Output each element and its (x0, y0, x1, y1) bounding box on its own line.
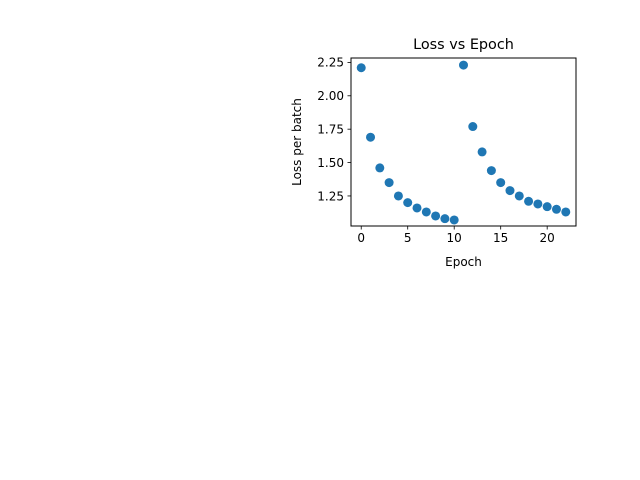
scatter-plot: 0 5 10 15 20 1.25 1.50 1.75 2.00 2.25 Loss vs Ep… (290, 37, 577, 269)
data-point (449, 215, 459, 225)
data-point (393, 191, 403, 201)
data-point (459, 60, 468, 70)
y-tick-label: 2.00 (317, 89, 344, 103)
data-point (533, 199, 543, 209)
data-point (505, 186, 515, 196)
x-tick-label: 20 (540, 231, 555, 245)
data-points (356, 60, 571, 225)
data-point (561, 207, 571, 217)
data-point (431, 211, 441, 221)
data-point (477, 147, 487, 157)
data-point (496, 178, 506, 188)
axes-frame (350, 57, 577, 227)
data-point (403, 198, 413, 208)
chart-title: Loss vs Epoch (413, 37, 514, 53)
y-tick-label: 1.25 (317, 189, 344, 203)
data-point (486, 166, 496, 176)
data-point (375, 163, 385, 173)
data-point (440, 214, 450, 224)
y-tick-label: 1.75 (317, 122, 344, 136)
x-axis-label: Epoch (445, 255, 482, 269)
x-tick-label: 10 (447, 231, 462, 245)
data-point (514, 191, 524, 201)
data-point (412, 203, 422, 213)
y-tick-label: 2.25 (317, 56, 344, 70)
y-axis-ticks: 1.25 1.50 1.75 2.00 2.25 (317, 56, 351, 203)
x-tick-label: 0 (357, 231, 365, 245)
data-point (366, 132, 376, 142)
data-point (542, 202, 552, 212)
data-point (551, 204, 561, 214)
x-tick-label: 5 (404, 231, 412, 245)
data-point (421, 207, 431, 217)
x-tick-label: 15 (493, 231, 508, 245)
y-axis-label: Loss per batch (290, 98, 304, 186)
data-point (384, 178, 394, 188)
data-point (356, 63, 366, 73)
data-point (468, 122, 478, 132)
y-tick-label: 1.50 (317, 156, 344, 170)
x-axis-ticks: 0 5 10 15 20 (357, 226, 555, 245)
data-point (524, 196, 534, 206)
